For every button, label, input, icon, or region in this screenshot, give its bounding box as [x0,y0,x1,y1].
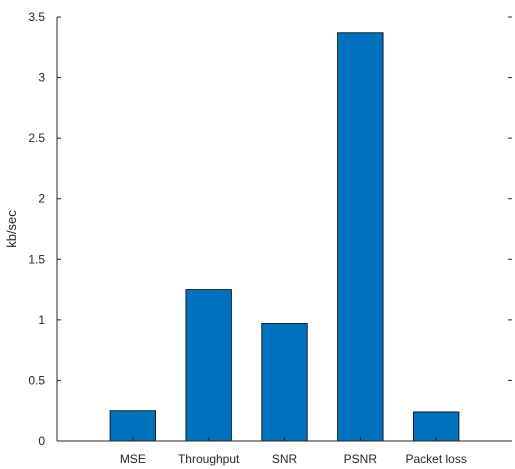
bar-mse [109,410,156,442]
bar-packet-loss [413,411,460,442]
y-tick-label: 2 [38,192,45,206]
y-tick-label: 3 [38,71,45,85]
bars-group [109,32,460,442]
x-tick-label-snr: SNR [272,452,298,466]
bar-snr [261,323,308,442]
x-tick-label-throughput: Throughput [178,452,240,466]
y-tick-label: 1 [38,313,45,327]
y-tick-label: 1.5 [28,252,45,266]
x-ticks-group: MSE Throughput SNR PSNR Packet loss [120,437,467,466]
y-tick-label: 0 [38,434,45,448]
x-tick-label-mse: MSE [120,452,146,466]
x-tick-label-packet-loss: Packet loss [405,452,466,466]
bar-psnr [337,32,384,442]
y-axis-title: kb/sec [4,210,19,248]
y-tick-label: 0.5 [28,373,45,387]
y-tick-label: 3.5 [28,10,45,24]
y-tick-label: 2.5 [28,131,45,145]
x-tick-label-psnr: PSNR [344,452,378,466]
bar-throughput [185,289,232,442]
y-ticks-group: 0 0.5 1 1.5 2 2.5 3 3.5 [28,10,512,448]
